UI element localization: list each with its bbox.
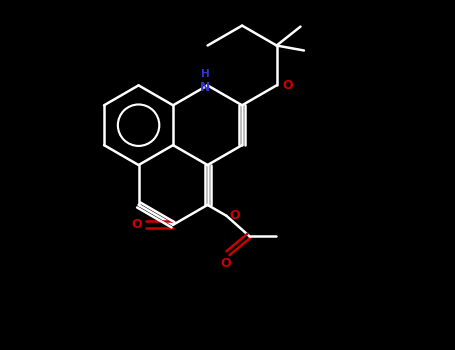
Text: N: N bbox=[200, 81, 210, 94]
Text: H: H bbox=[201, 69, 209, 79]
Text: O: O bbox=[283, 79, 293, 92]
Text: O: O bbox=[220, 257, 231, 270]
Text: O: O bbox=[229, 209, 240, 222]
Text: O: O bbox=[131, 218, 142, 231]
